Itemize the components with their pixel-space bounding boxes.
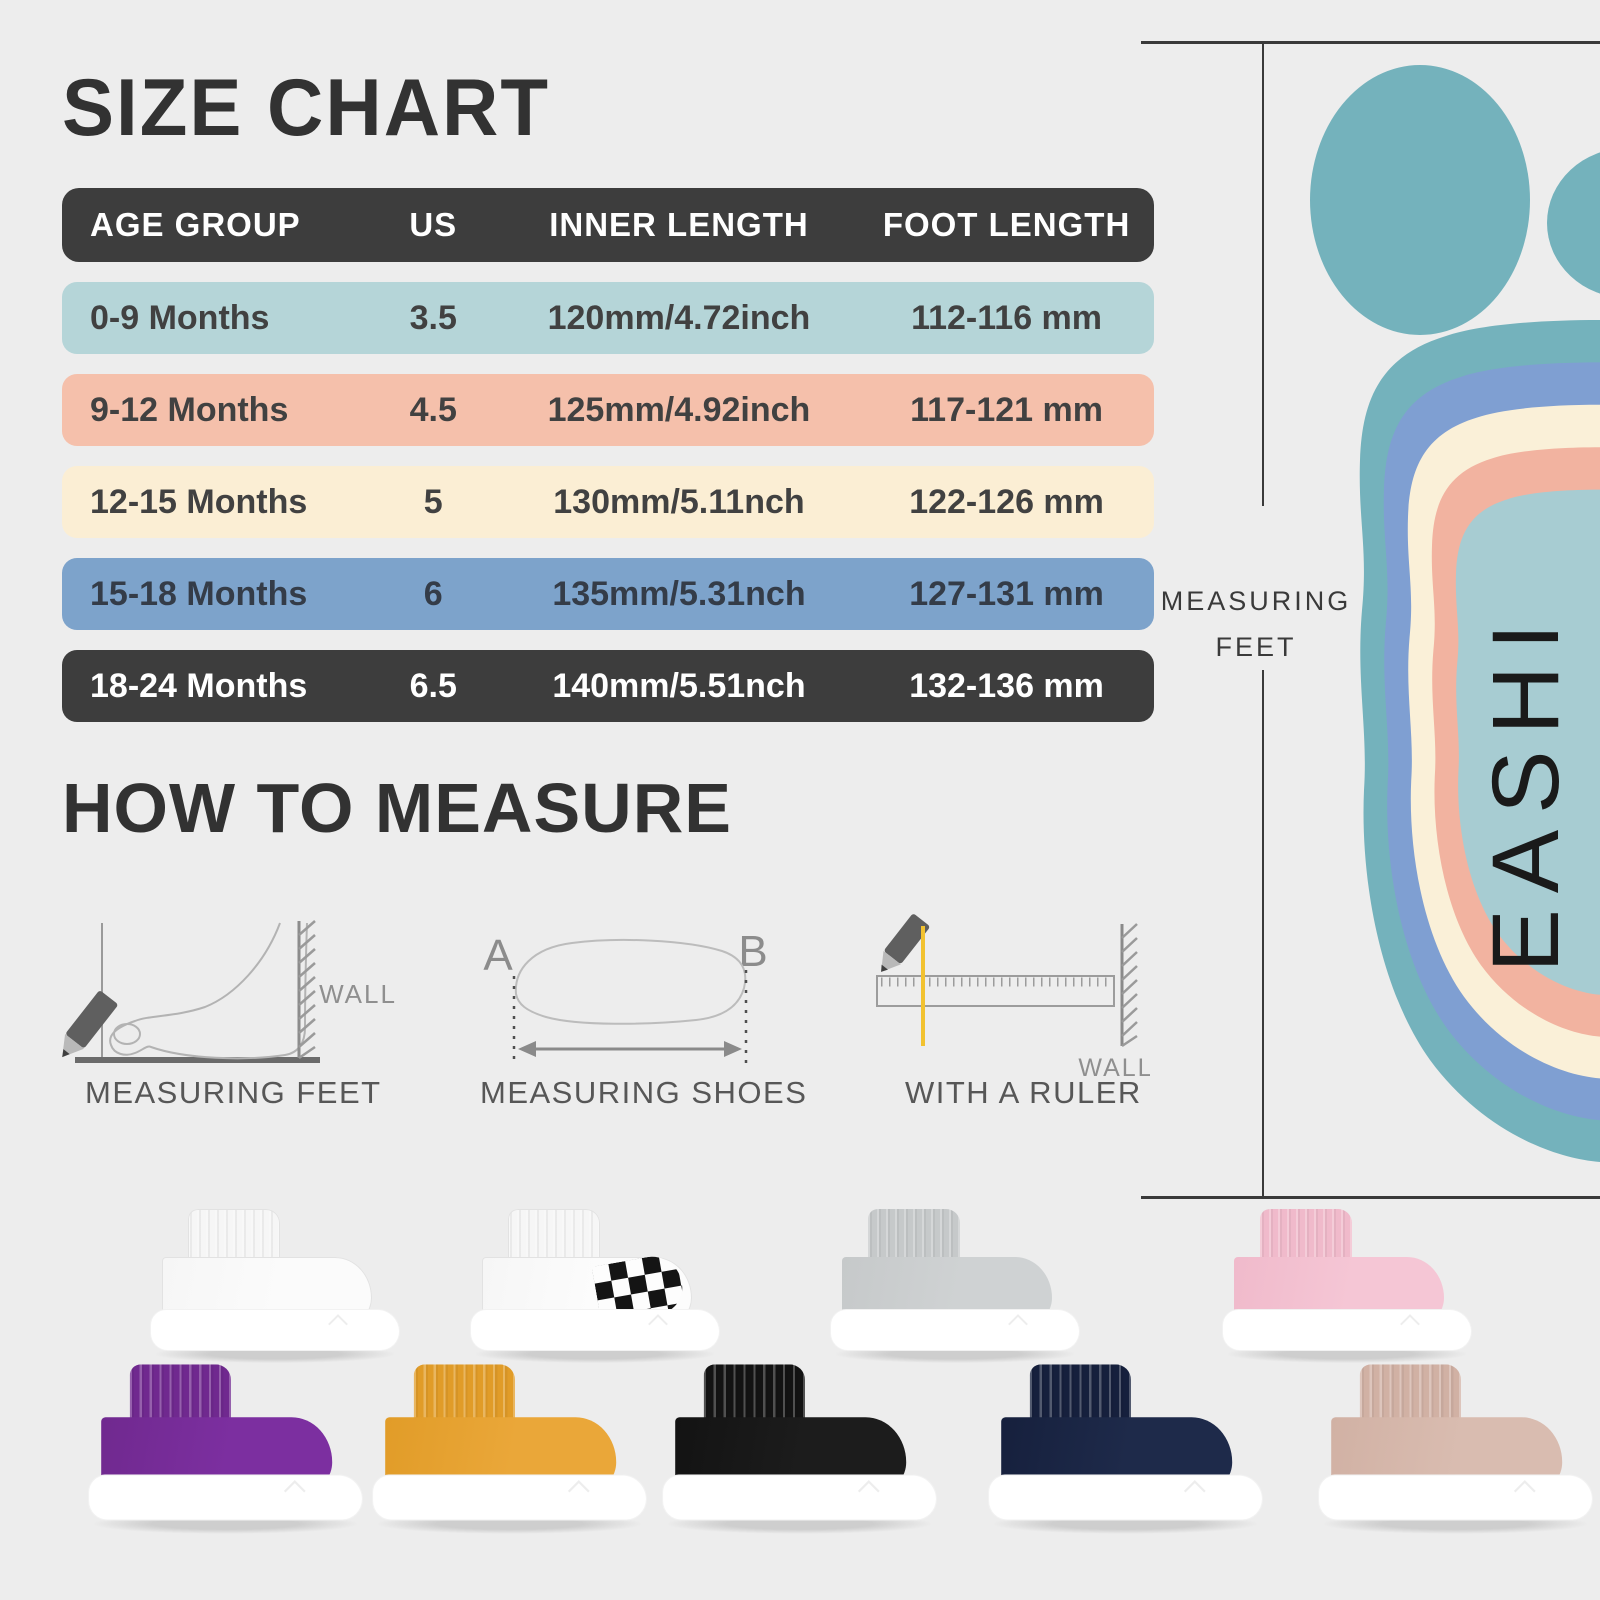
- point-a-label: A: [483, 931, 513, 980]
- shoe-grey: [830, 1205, 1080, 1363]
- panel-vertical-line-lower: [1262, 670, 1264, 1196]
- wall-hatching: [1121, 923, 1138, 1048]
- inner-length-value: 120mm/4.72inch: [547, 298, 811, 337]
- sole-outline: [514, 938, 747, 1025]
- foot-length-value: 117-121 mm: [910, 390, 1103, 429]
- measuring-label-line2: FEET: [1215, 632, 1297, 662]
- diagram-caption-with-a-ruler: WITH A RULER: [905, 1075, 1142, 1110]
- shoe-beige: [1318, 1360, 1593, 1534]
- shoe-purple: [88, 1360, 363, 1534]
- us-size-value: 6.5: [409, 666, 457, 705]
- diagram-caption-measuring-feet: MEASURING FEET: [85, 1075, 382, 1110]
- panel-bottom-line: [1141, 1196, 1600, 1199]
- foot-length-value: 112-116 mm: [911, 298, 1103, 337]
- shoe-sole: [150, 1309, 400, 1351]
- us-size-value: 4.5: [409, 390, 457, 429]
- shoe-sole: [88, 1474, 363, 1521]
- second-toe: [1547, 152, 1600, 294]
- size-chart-title: SIZE CHART: [62, 61, 550, 153]
- shoe-sole: [662, 1474, 937, 1521]
- brand-vertical-text: EASHI: [1473, 607, 1579, 972]
- shoe-row-one: [150, 1205, 1472, 1363]
- measuring-feet-side-label: MEASURING FEET: [1146, 578, 1366, 670]
- inner-length-value: 135mm/5.31nch: [552, 574, 806, 613]
- table-header-row: AGE GROUP US INNER LENGTH FOOT LENGTH: [62, 188, 1154, 262]
- size-chart-table: AGE GROUP US INNER LENGTH FOOT LENGTH 0-…: [62, 188, 1154, 722]
- age-group-value: 15-18 Months: [90, 574, 308, 613]
- age-group-value: 12-15 Months: [90, 482, 308, 521]
- shoe-white: [150, 1205, 400, 1363]
- table-row: 15-18 Months 6 135mm/5.31nch 127-131 mm: [62, 558, 1154, 630]
- how-to-measure-title: HOW TO MEASURE: [62, 769, 732, 847]
- shoe-row-two: [88, 1364, 1593, 1534]
- shoe-sole: [1318, 1474, 1593, 1521]
- us-size-value: 5: [423, 482, 443, 521]
- pencil-icon: [881, 914, 930, 972]
- footprint-graphic: EASHI: [1310, 65, 1600, 1162]
- shoe-sole: [372, 1474, 647, 1521]
- table-row: 0-9 Months 3.5 120mm/4.72inch 112-116 mm: [62, 282, 1154, 354]
- shoe-sole: [470, 1309, 720, 1351]
- shoe-checkered-white: [470, 1205, 720, 1363]
- ruler-diagram: WALL: [876, 914, 1150, 1082]
- column-header-age-group: AGE GROUP: [90, 206, 301, 243]
- age-group-value: 18-24 Months: [90, 666, 308, 705]
- age-group-value: 0-9 Months: [90, 298, 270, 337]
- shoe-sole: [988, 1474, 1263, 1521]
- shoe-sole: [830, 1309, 1080, 1351]
- measuring-feet-diagram: WALL: [62, 920, 397, 1063]
- measuring-label-line1: MEASURING: [1160, 586, 1352, 616]
- us-size-value: 6: [423, 574, 443, 613]
- foot-rings: [1359, 320, 1600, 1162]
- table-row: 12-15 Months 5 130mm/5.11nch 122-126 mm: [62, 466, 1154, 538]
- foot-length-value: 122-126 mm: [909, 482, 1104, 521]
- length-arrow: [518, 1041, 742, 1057]
- wall-label: WALL: [1078, 1054, 1150, 1082]
- table-row: 9-12 Months 4.5 125mm/4.92inch 117-121 m…: [62, 374, 1154, 446]
- shoe-navy: [988, 1360, 1263, 1534]
- inner-length-value: 125mm/4.92inch: [547, 390, 811, 429]
- wall-label: WALL: [319, 979, 397, 1009]
- foot-outline: [109, 922, 308, 1060]
- panel-top-line: [1141, 41, 1600, 44]
- wall-hatching: [298, 920, 316, 1060]
- table-row: 18-24 Months 6.5 140mm/5.51nch 132-136 m…: [62, 650, 1154, 722]
- panel-vertical-line-upper: [1262, 44, 1264, 506]
- foot-length-value: 132-136 mm: [909, 666, 1104, 705]
- column-header-foot-length: FOOT LENGTH: [882, 206, 1131, 243]
- shoe-pink: [1222, 1205, 1472, 1363]
- ruler: [876, 975, 1115, 1007]
- inner-length-value: 130mm/5.11nch: [553, 482, 805, 521]
- shoe-yellow: [372, 1360, 647, 1534]
- shoe-sole: [1222, 1309, 1472, 1351]
- inner-length-value: 140mm/5.51nch: [552, 666, 806, 705]
- shoe-black: [662, 1360, 937, 1534]
- column-header-us: US: [409, 206, 458, 243]
- measuring-shoes-diagram: A B: [483, 927, 768, 1063]
- diagram-caption-measuring-shoes: MEASURING SHOES: [480, 1075, 808, 1110]
- age-group-value: 9-12 Months: [90, 390, 289, 429]
- column-header-inner-length: INNER LENGTH: [549, 206, 809, 243]
- toe-detail: [113, 1023, 141, 1045]
- big-toe: [1310, 65, 1530, 335]
- us-size-value: 3.5: [409, 298, 457, 337]
- foot-length-value: 127-131 mm: [909, 574, 1104, 613]
- pencil-icon: [62, 991, 118, 1058]
